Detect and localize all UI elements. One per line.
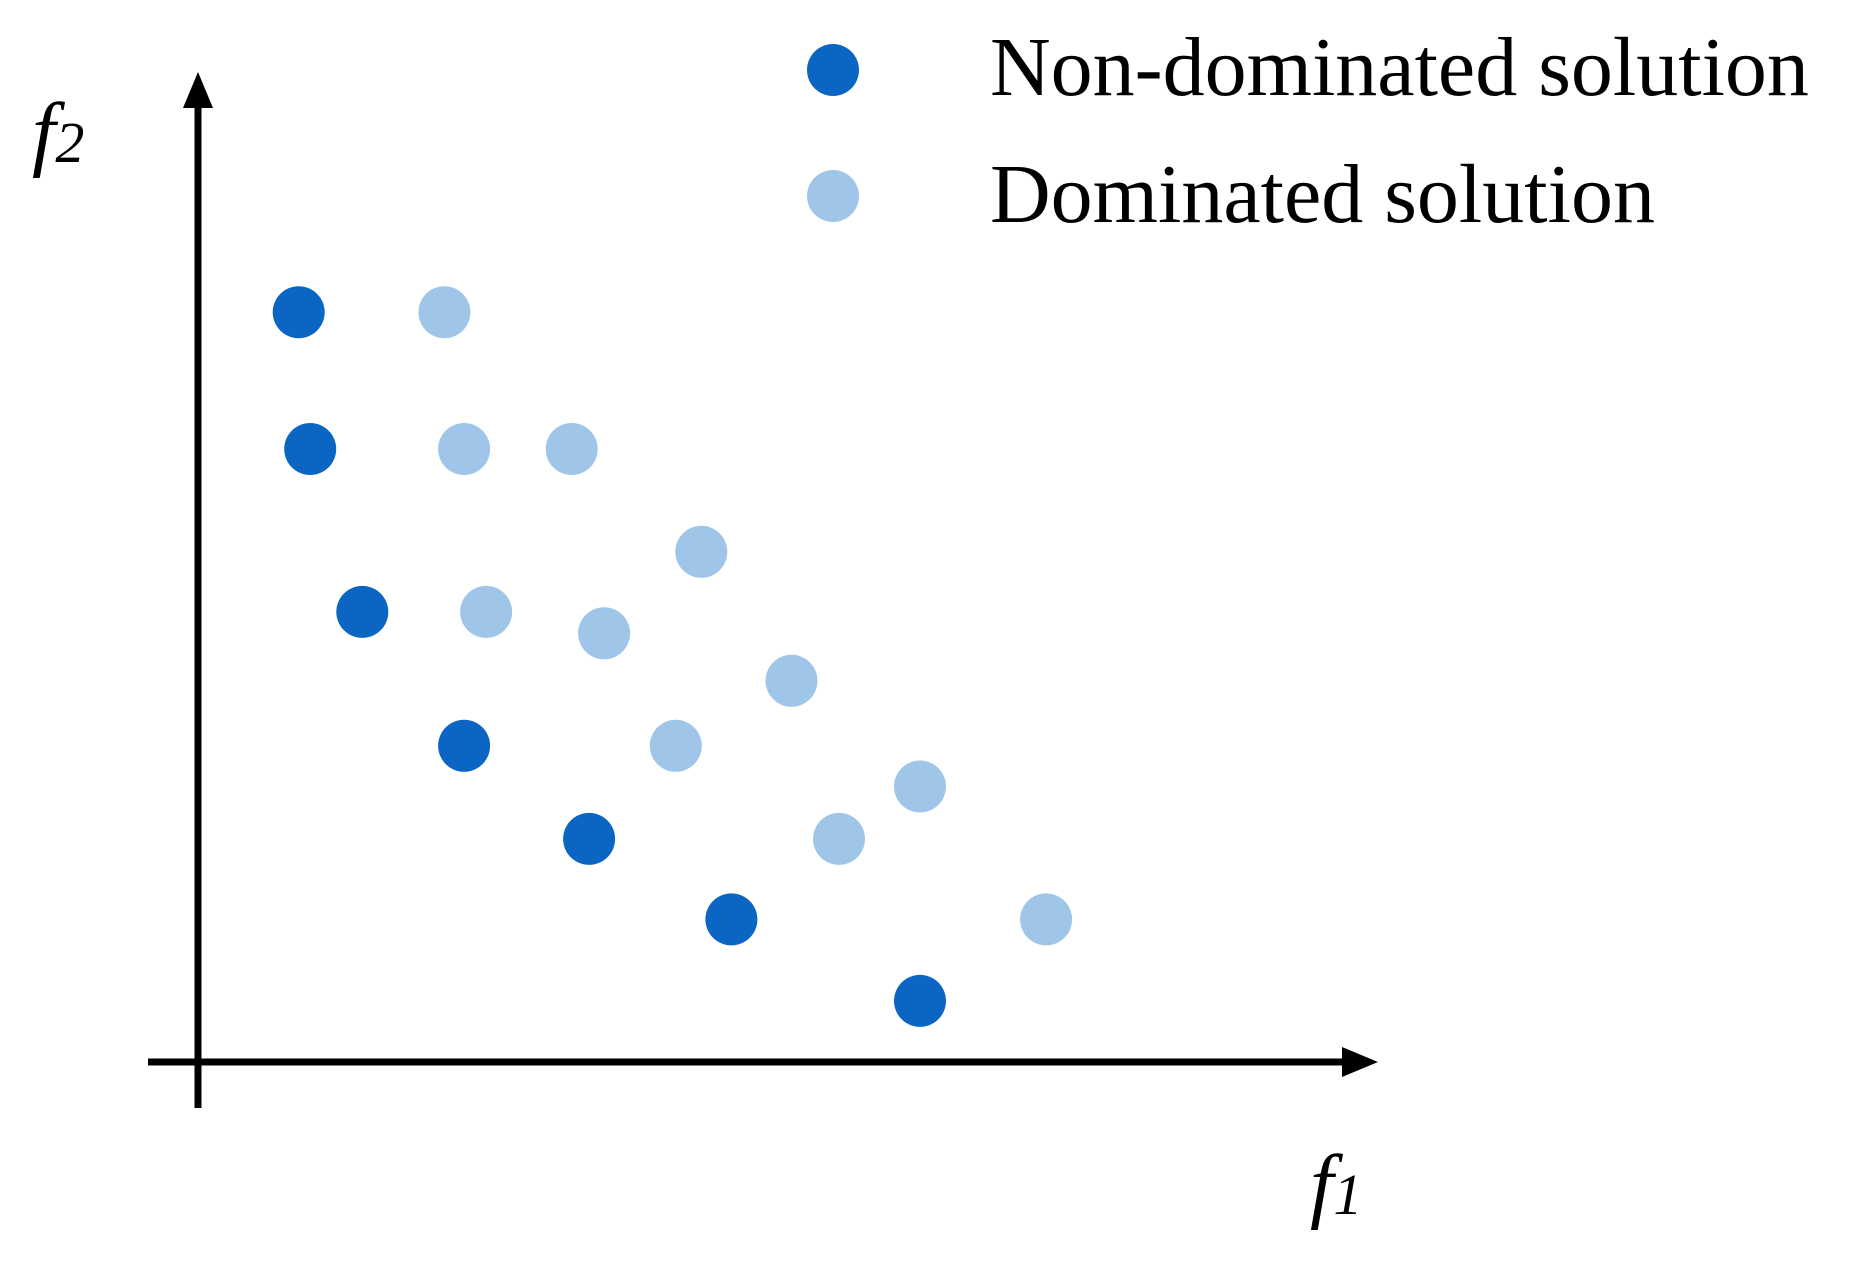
- dominated-point-3: [545, 423, 598, 475]
- dominated-point-2: [438, 423, 491, 475]
- x-axis-label-sub: 1: [1333, 1162, 1362, 1227]
- non-dominated-point-2: [284, 423, 337, 475]
- x-axis-label: f1: [1310, 1138, 1362, 1231]
- data-points: [272, 286, 1073, 1027]
- y-axis-label-sub: 2: [55, 110, 84, 175]
- non-dominated-point-7: [894, 974, 946, 1027]
- legend: Non-dominated solution Dominated solutio…: [807, 21, 1809, 241]
- dominated-point-6: [578, 607, 631, 660]
- legend-item-non-dominated: Non-dominated solution: [807, 21, 1809, 114]
- y-axis-arrowhead: [183, 72, 213, 108]
- non-dominated-point-1: [272, 286, 325, 339]
- non-dominated-point-6: [705, 893, 758, 946]
- x-axis: [148, 1047, 1378, 1077]
- legend-item-dominated: Dominated solution: [807, 148, 1655, 241]
- legend-marker-non-dominated: [807, 44, 859, 96]
- y-axis: [183, 72, 213, 1108]
- x-axis-arrowhead: [1342, 1047, 1378, 1077]
- dominated-point-5: [460, 585, 513, 638]
- dominated-point-8: [649, 719, 702, 772]
- non-dominated-point-3: [336, 585, 389, 638]
- legend-marker-dominated: [807, 170, 859, 222]
- y-axis-label: f2: [32, 86, 84, 179]
- dominated-point-1: [418, 286, 471, 339]
- dominated-point-7: [765, 654, 818, 707]
- dominated-point-10: [813, 812, 865, 865]
- non-dominated-point-5: [563, 812, 616, 865]
- dominated-point-9: [894, 760, 946, 813]
- legend-label-non-dominated: Non-dominated solution: [990, 21, 1809, 114]
- non-dominated-point-4: [438, 719, 491, 772]
- dominated-point-11: [1020, 893, 1073, 946]
- legend-label-dominated: Dominated solution: [990, 148, 1655, 241]
- dominated-point-4: [675, 525, 728, 578]
